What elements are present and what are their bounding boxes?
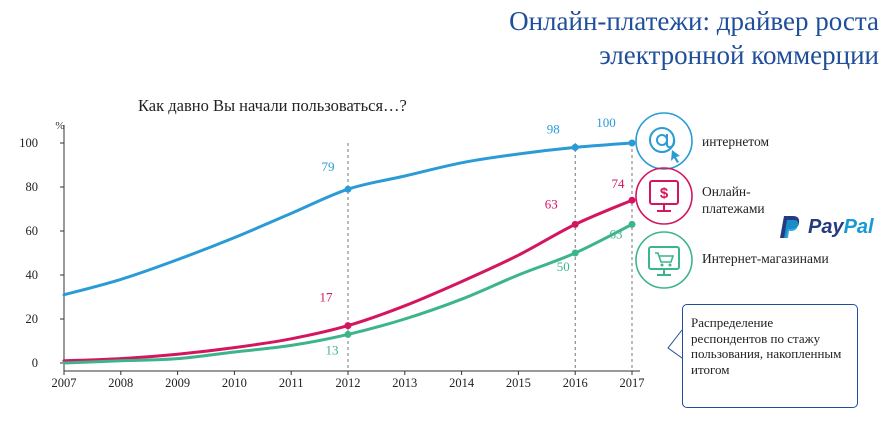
legend-shops-label: Интернет-магазинами [702,251,829,266]
x-tick-label: 2013 [392,376,417,390]
data-label: 63 [545,196,558,211]
data-point [344,185,352,193]
x-tick-label: 2015 [506,376,531,390]
chart-title: Как давно Вы начали пользоваться…? [138,96,407,115]
x-tick-label: 2016 [563,376,588,390]
paypal-logo: Pay Pal [778,214,874,240]
data-label: 79 [322,159,335,174]
data-label: 50 [557,259,570,274]
data-label: 74 [612,176,626,191]
data-label: 100 [596,115,616,130]
series-line-0 [62,141,634,297]
y-tick-label: 0 [32,356,38,370]
x-tick-label: 2007 [52,376,77,390]
data-point [344,322,352,330]
y-axis-unit: % [55,120,64,132]
title-line-2: электронной коммерции [599,40,879,70]
legend-internet-label: интернетом [702,134,770,149]
x-tick-label: 2008 [108,376,133,390]
data-point [571,249,579,257]
x-tick-label: 2011 [279,376,304,390]
data-point [628,196,636,204]
legend-payments-label: Онлайн- платежами [702,183,765,217]
legend-payments-text: Онлайн- платежами [702,184,765,216]
data-point [344,330,352,338]
data-label: 98 [547,121,560,136]
data-label: 17 [320,290,334,305]
data-point [571,220,579,228]
y-tick-label: 20 [26,312,39,326]
data-label: 13 [326,342,339,357]
paypal-icon [780,216,800,238]
y-tick-label: 80 [26,180,39,194]
data-point [571,143,579,151]
data-label: 63 [610,226,623,241]
x-tick-label: 2009 [165,376,190,390]
page-title: Онлайн-платежи: драйвер роста электронно… [509,4,879,72]
paypal-pay: Pay [808,215,844,238]
title-line-1: Онлайн-платежи: драйвер роста [509,6,879,36]
x-tick-label: 2010 [222,376,247,390]
y-tick-label: 100 [19,136,38,150]
x-tick-label: 2017 [620,376,645,390]
x-tick-label: 2012 [336,376,361,390]
note-text: Распределение респондентов по стажу поль… [691,315,842,377]
y-tick-label: 60 [26,224,39,238]
paypal-pal: Pal [843,215,874,238]
note-callout: Распределение респондентов по стажу поль… [682,304,858,408]
y-tick-label: 40 [26,268,39,282]
data-point [628,139,636,147]
data-point [628,220,636,228]
x-tick-label: 2014 [449,376,475,390]
